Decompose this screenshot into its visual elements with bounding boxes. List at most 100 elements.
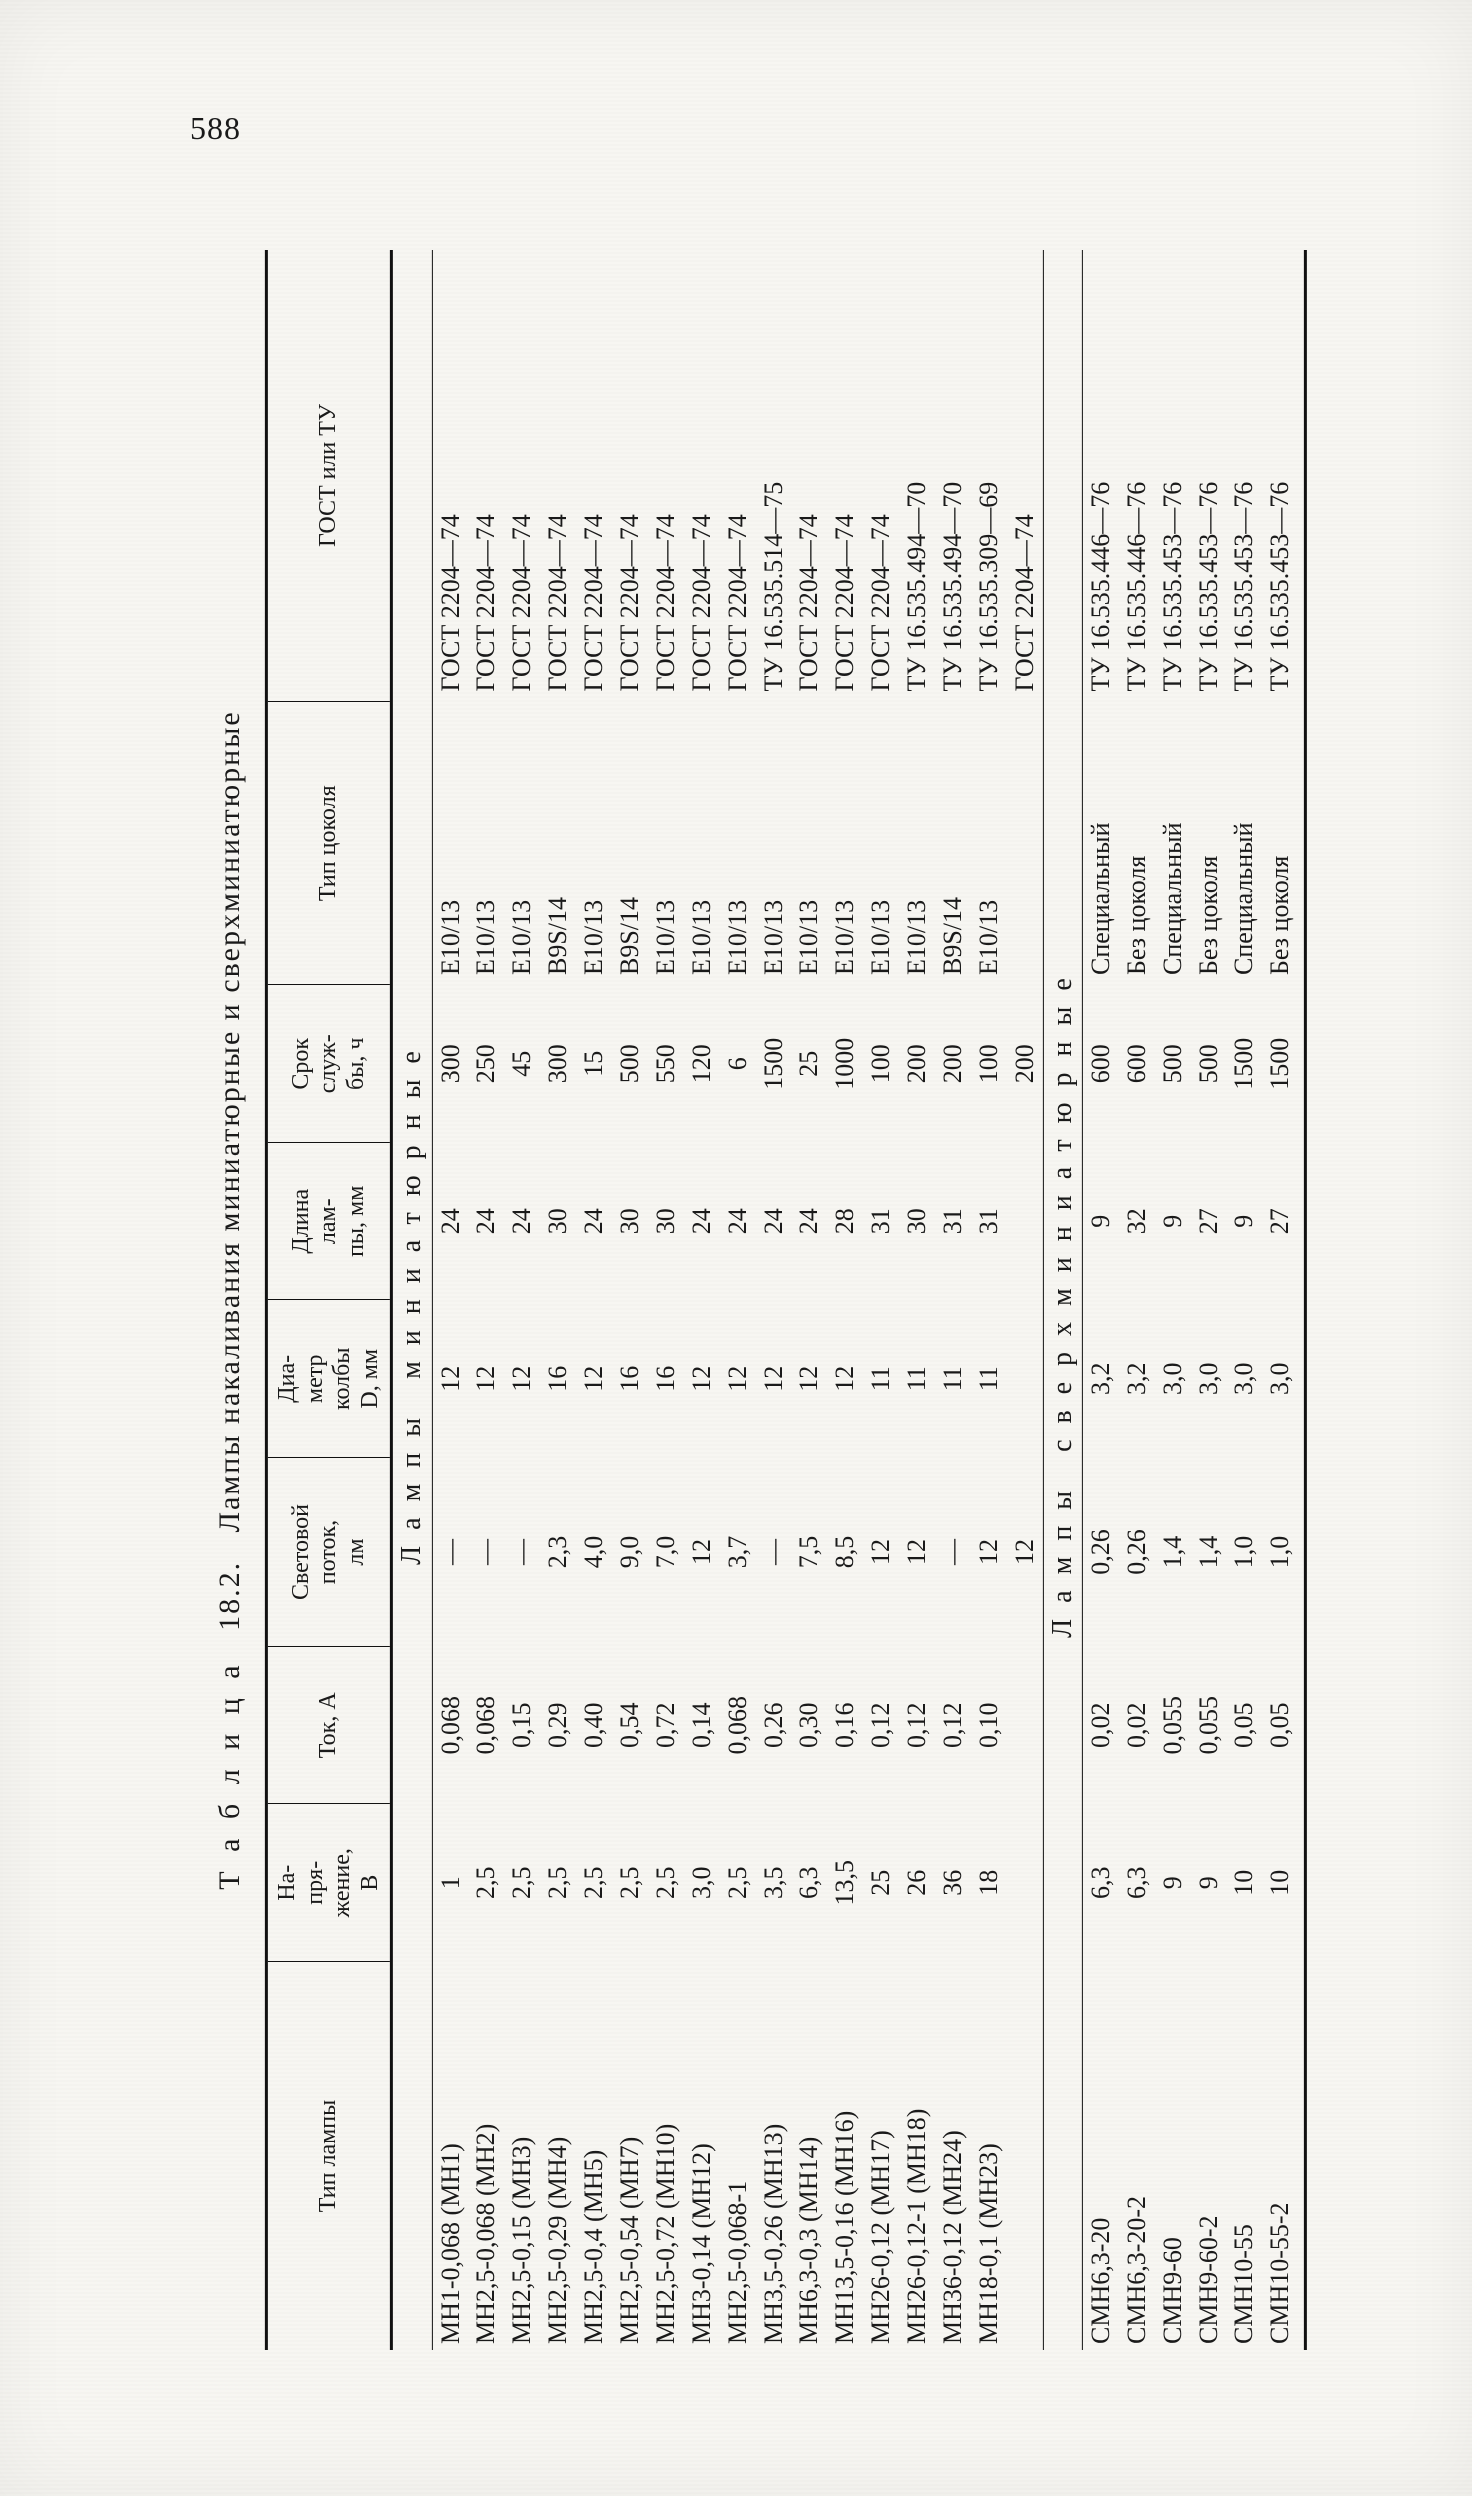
cell: ГОСТ 2204—74 bbox=[540, 250, 576, 702]
cell: 11 bbox=[863, 1300, 899, 1458]
cell: E10/13 bbox=[971, 702, 1007, 986]
table-row: СМН9-60-290,0551,43,027500Без цоколяТУ 1… bbox=[1190, 250, 1226, 2350]
cell: МН18-0,1 (МН23) bbox=[971, 1962, 1007, 2351]
scanned-page: 588 Т а б л и ц а 18.2. Лампы накаливани… bbox=[0, 0, 1472, 2496]
cell: 11 bbox=[971, 1300, 1007, 1458]
cell: E10/13 bbox=[468, 702, 504, 986]
cell: B9S/14 bbox=[612, 702, 648, 986]
cell: 12 bbox=[791, 1300, 827, 1458]
cell: 0,26 bbox=[1119, 1458, 1155, 1647]
cell: 2,5 bbox=[720, 1804, 756, 1962]
table-row: СМН10-55-2100,051,03,0271500Без цоколяТУ… bbox=[1262, 250, 1298, 2350]
cell: 12 bbox=[971, 1458, 1007, 1647]
caption-number: 18.2. bbox=[213, 1561, 246, 1631]
cell: ГОСТ 2204—74 bbox=[827, 250, 863, 702]
cell: 0,12 bbox=[899, 1647, 935, 1805]
table-row: МН2,5-0,068-12,50,0683,712246E10/13ГОСТ … bbox=[720, 250, 756, 2350]
cell: 6 bbox=[720, 985, 756, 1143]
cell bbox=[1007, 1804, 1043, 1962]
cell: СМН9-60 bbox=[1155, 1962, 1191, 2351]
cell: 1500 bbox=[1226, 985, 1262, 1143]
cell: 27 bbox=[1190, 1143, 1226, 1301]
cell: 12 bbox=[1007, 1458, 1043, 1647]
cell: 30 bbox=[540, 1143, 576, 1301]
cell: 3,7 bbox=[720, 1458, 756, 1647]
cell: 2,5 bbox=[576, 1804, 612, 1962]
cell: 12 bbox=[827, 1300, 863, 1458]
cell: ГОСТ 2204—74 bbox=[1007, 250, 1043, 702]
cell: 200 bbox=[1007, 985, 1043, 1143]
cell: B9S/14 bbox=[540, 702, 576, 986]
cell: 1 bbox=[432, 1804, 468, 1962]
col-base: Тип цоколя bbox=[266, 702, 391, 986]
cell: МН3,5-0,26 (МН13) bbox=[755, 1962, 791, 2351]
cell: 3,0 bbox=[1262, 1300, 1298, 1458]
cell: МН1-0,068 (МН1) bbox=[432, 1962, 468, 2351]
cell: 9 bbox=[1082, 1143, 1118, 1301]
rotated-content: Т а б л и ц а 18.2. Лампы накаливания ми… bbox=[213, 250, 1307, 2350]
cell: 1,4 bbox=[1155, 1458, 1191, 1647]
col-type-lamp: Тип лампы bbox=[266, 1962, 391, 2351]
cell bbox=[1007, 702, 1043, 986]
cell: 6,3 bbox=[1082, 1804, 1118, 1962]
cell: 3,0 bbox=[1155, 1300, 1191, 1458]
cell: E10/13 bbox=[648, 702, 684, 986]
col-flux: Световойпоток,лм bbox=[266, 1458, 391, 1647]
cell: Без цоколя bbox=[1190, 702, 1226, 986]
cell: 10 bbox=[1262, 1804, 1298, 1962]
cell: 2,5 bbox=[540, 1804, 576, 1962]
cell: 3,0 bbox=[1226, 1300, 1262, 1458]
cell: ТУ 16.535.446—76 bbox=[1119, 250, 1155, 702]
cell: 100 bbox=[971, 985, 1007, 1143]
cell: 36 bbox=[935, 1804, 971, 1962]
cell: 16 bbox=[540, 1300, 576, 1458]
cell: 15 bbox=[576, 985, 612, 1143]
table-row: СМН6,3-206,30,020,263,29600СпециальныйТУ… bbox=[1082, 250, 1118, 2350]
cell: 31 bbox=[863, 1143, 899, 1301]
cell: 0,40 bbox=[576, 1647, 612, 1805]
cell: 32 bbox=[1119, 1143, 1155, 1301]
cell: 1,0 bbox=[1262, 1458, 1298, 1647]
cell: 10 bbox=[1226, 1804, 1262, 1962]
cell: 3,2 bbox=[1082, 1300, 1118, 1458]
cell: ТУ 16.535.309—69 bbox=[971, 250, 1007, 702]
table-row: СМН9-6090,0551,43,09500СпециальныйТУ 16.… bbox=[1155, 250, 1191, 2350]
cell: 0,068 bbox=[432, 1647, 468, 1805]
cell: 24 bbox=[684, 1143, 720, 1301]
cell: 27 bbox=[1262, 1143, 1298, 1301]
cell: 12 bbox=[684, 1458, 720, 1647]
cell: 25 bbox=[791, 985, 827, 1143]
cell: СМН10-55-2 bbox=[1262, 1962, 1298, 2351]
col-standard: ГОСТ или ТУ bbox=[266, 250, 391, 702]
cell: МН13,5-0,16 (МН16) bbox=[827, 1962, 863, 2351]
cell: — bbox=[504, 1458, 540, 1647]
cell: 11 bbox=[899, 1300, 935, 1458]
col-lifetime: Срокслуж-бы, ч bbox=[266, 985, 391, 1143]
cell: E10/13 bbox=[827, 702, 863, 986]
cell: — bbox=[935, 1458, 971, 1647]
table-row: МН18-0,1 (МН23)180,10121131100E10/13ТУ 1… bbox=[971, 250, 1007, 2350]
cell bbox=[1007, 1300, 1043, 1458]
cell: ГОСТ 2204—74 bbox=[648, 250, 684, 702]
cell: 1,0 bbox=[1226, 1458, 1262, 1647]
cell: 24 bbox=[755, 1143, 791, 1301]
page-number: 588 bbox=[190, 110, 241, 147]
cell: E10/13 bbox=[755, 702, 791, 986]
cell: 12 bbox=[504, 1300, 540, 1458]
cell: 600 bbox=[1119, 985, 1155, 1143]
cell: 200 bbox=[935, 985, 971, 1143]
cell: 0,14 bbox=[684, 1647, 720, 1805]
cell: Специальный bbox=[1155, 702, 1191, 986]
cell: 12 bbox=[720, 1300, 756, 1458]
cell: — bbox=[432, 1458, 468, 1647]
cell: Специальный bbox=[1226, 702, 1262, 986]
col-diameter: Диа-метрколбыD, мм bbox=[266, 1300, 391, 1458]
cell: ГОСТ 2204—74 bbox=[504, 250, 540, 702]
cell: E10/13 bbox=[504, 702, 540, 986]
cell: 9,0 bbox=[612, 1458, 648, 1647]
cell: 0,54 bbox=[612, 1647, 648, 1805]
cell: 2,5 bbox=[648, 1804, 684, 1962]
cell: 2,3 bbox=[540, 1458, 576, 1647]
cell: 2,5 bbox=[612, 1804, 648, 1962]
cell: МН2,5-0,72 (МН10) bbox=[648, 1962, 684, 2351]
